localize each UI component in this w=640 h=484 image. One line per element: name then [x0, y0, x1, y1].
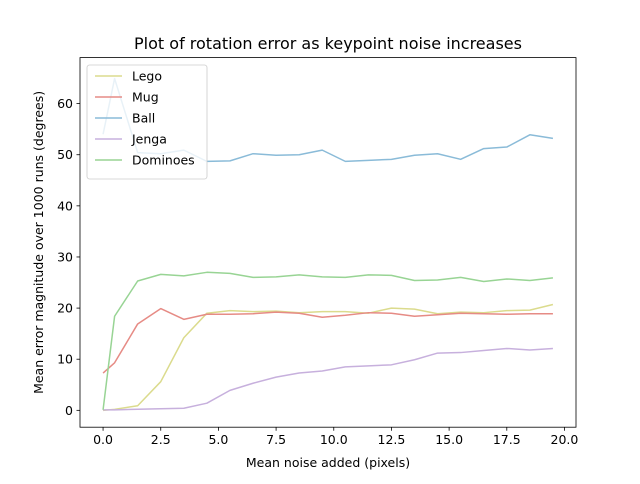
series-line-lego [103, 303, 554, 412]
y-tick-label: 20 [57, 301, 73, 316]
x-tick-label: 5.0 [208, 432, 228, 447]
x-tick-label: 20.0 [551, 432, 579, 447]
x-tick-label: 12.5 [378, 432, 406, 447]
x-tick-label: 2.5 [151, 432, 171, 447]
legend-label-lego: Lego [132, 69, 162, 84]
series-line-jenga [103, 347, 553, 411]
chart-title: Plot of rotation error as keypoint noise… [134, 34, 522, 53]
legend-label-ball: Ball [132, 111, 155, 126]
y-tick-label: 50 [57, 147, 73, 162]
y-tick-label: 60 [57, 96, 73, 111]
x-tick-label: 0.0 [93, 432, 113, 447]
legend-label-dominoes: Dominoes [132, 153, 195, 168]
series-line-dominoes [102, 271, 554, 410]
y-tick-label: 30 [57, 249, 73, 264]
y-tick-label: 0 [65, 403, 73, 418]
legend: Lego Mug Ball Jenga Dominoes [86, 64, 208, 180]
x-tick-label: 15.0 [435, 432, 463, 447]
legend-label-jenga: Jenga [131, 132, 167, 147]
x-axis-label: Mean noise added (pixels) [246, 455, 410, 470]
y-tick-label: 40 [57, 198, 73, 213]
x-tick-label: 10.0 [320, 432, 348, 447]
axes-frame [79, 57, 577, 428]
y-axis-label: Mean error magnitude over 1000 runs (deg… [31, 91, 46, 394]
series-layer [102, 77, 554, 412]
legend-label-mug: Mug [132, 90, 159, 105]
y-axis: 0 10 20 30 40 50 60 [57, 96, 80, 418]
x-tick-label: 17.5 [493, 432, 521, 447]
series-line-mug [102, 307, 553, 374]
x-axis: 0.0 2.5 5.0 7.5 10.0 12.5 15.0 17.5 20.0 [93, 427, 578, 447]
legend-box [86, 64, 208, 180]
y-tick-label: 10 [57, 352, 73, 367]
x-tick-label: 7.5 [266, 432, 286, 447]
